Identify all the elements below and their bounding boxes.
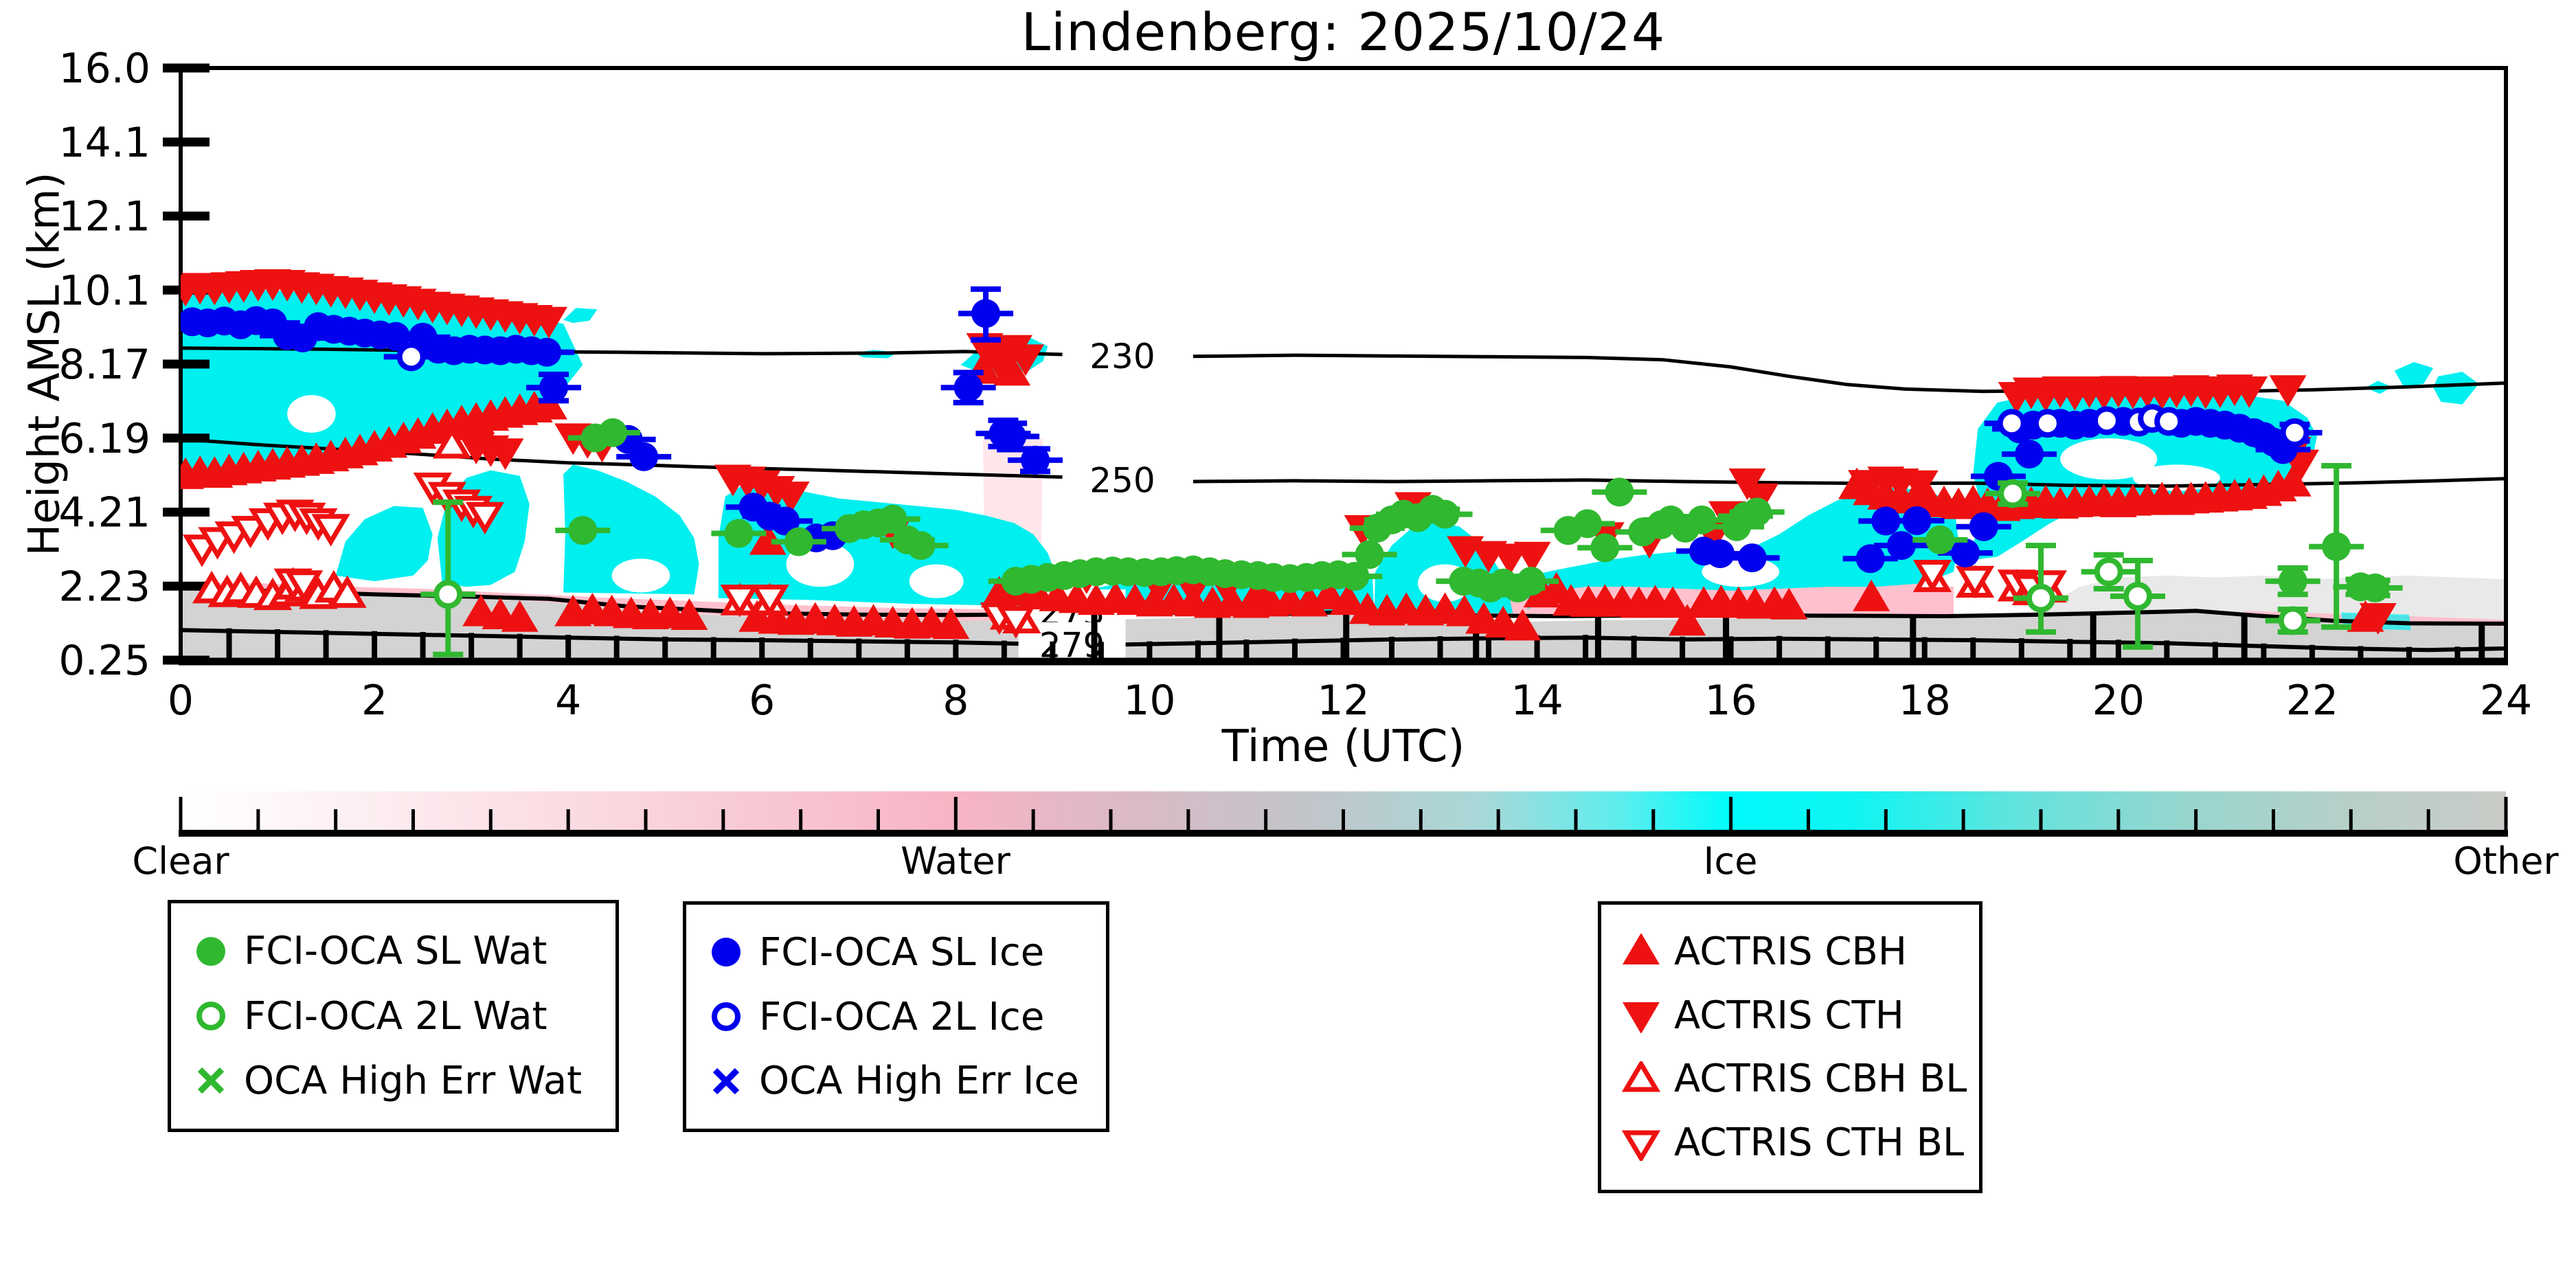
x-tick-label: 20 <box>2092 677 2145 725</box>
legend-item: OCA High Err Wat <box>192 1059 615 1103</box>
legend-label: ACTRIS CBH BL <box>1674 1057 1967 1102</box>
legend-label: OCA High Err Ice <box>759 1059 1079 1104</box>
mask-clear-hole <box>909 564 964 598</box>
legend-item: OCA High Err Ice <box>707 1059 1106 1103</box>
legend-label: ACTRIS CTH BL <box>1674 1120 1965 1166</box>
series-tl_wat <box>420 479 2320 657</box>
series-sl_wat <box>555 418 2403 630</box>
legend-item: ACTRIS CBH BL <box>1622 1057 1979 1101</box>
contour-label-250: 250 <box>1089 460 1155 500</box>
mask-ice-band-14-18 <box>1527 487 1959 610</box>
x-tick-label: 18 <box>1899 677 1951 725</box>
x-tick-label: 24 <box>2480 677 2532 725</box>
mask-ice-patch-23a <box>2394 362 2434 388</box>
colorbar-label-other: Other <box>2453 839 2559 883</box>
legend-item: ACTRIS CBH <box>1622 929 1979 974</box>
colorbar-label-water: Water <box>901 839 1010 883</box>
circle-open-green-icon <box>196 1002 225 1030</box>
contour-label-bg <box>1068 332 1176 380</box>
x-tick-label: 8 <box>942 677 969 725</box>
triangle-up-filled-icon <box>1623 934 1660 965</box>
series-tl_ice <box>383 342 2323 447</box>
circle-filled-blue-icon <box>712 938 741 967</box>
colorbar <box>179 791 2508 837</box>
triangle-down-open-icon <box>1622 1130 1660 1161</box>
legend-water: FCI-OCA SL Wat FCI-OCA 2L Wat OCA High E… <box>168 900 619 1132</box>
triangle-up-open-icon <box>1622 1061 1660 1092</box>
contour-230 <box>1193 353 2506 394</box>
x-tick-label: 12 <box>1317 677 1369 725</box>
legend-label: FCI-OCA SL Wat <box>244 929 547 974</box>
legend-label: FCI-OCA 2L Ice <box>759 994 1045 1039</box>
legend-item: FCI-OCA 2L Ice <box>707 995 1106 1039</box>
contour-250 <box>181 437 1063 479</box>
y-tick-label: 8.17 <box>58 341 150 389</box>
circle-filled-green-icon <box>196 936 225 966</box>
legend-label: ACTRIS CBH <box>1674 929 1908 974</box>
x-tick-label: 16 <box>1704 677 1756 725</box>
axes: 16.014.112.110.18.176.194.212.230.250 2 4 6… <box>58 45 2532 725</box>
mask-ice-patch-23b <box>2433 372 2479 405</box>
y-tick-label: 4.21 <box>58 489 150 537</box>
mask-ice-mid-4-5 <box>563 464 699 595</box>
y-tick-label: 2.23 <box>58 563 150 611</box>
contour-label-230: 230 <box>1089 337 1155 376</box>
legend-item: FCI-OCA SL Ice <box>707 930 1106 975</box>
legend-label: FCI-OCA 2L Wat <box>244 993 547 1039</box>
y-tick-label: 6.19 <box>58 415 150 463</box>
x-tick-label: 10 <box>1123 677 1175 725</box>
legend-label: OCA High Err Wat <box>244 1058 583 1103</box>
x-tick-label: 0 <box>168 677 194 725</box>
x-tick-label: 14 <box>1511 677 1563 725</box>
x-tick-label: 4 <box>555 677 581 725</box>
y-tick-label: 10.1 <box>58 267 150 315</box>
legend-actris: ACTRIS CBH ACTRIS CTH ACTRIS CBH BL ACTR… <box>1598 901 1982 1193</box>
y-tick-label: 14.1 <box>58 119 150 167</box>
legend-ice: FCI-OCA SL Ice FCI-OCA 2L Ice OCA High E… <box>683 901 1109 1132</box>
chart-title: Lindenberg: 2025/10/24 <box>1021 1 1666 63</box>
legend-item: ACTRIS CTH BL <box>1622 1120 1979 1165</box>
ground-fence-posts <box>226 609 2485 660</box>
colorbar-label-clear: Clear <box>132 839 229 883</box>
y-tick-label: 12.1 <box>58 193 150 241</box>
legend-label: FCI-OCA SL Ice <box>759 929 1045 975</box>
series-sl_ice <box>181 286 2311 574</box>
contour-label-bg <box>1068 457 1176 504</box>
mask-clear-hole <box>2060 438 2158 480</box>
x-tick-label: 22 <box>2286 677 2338 725</box>
mask-ice-top-4 <box>563 308 598 324</box>
legend-item: FCI-OCA SL Wat <box>192 929 615 973</box>
legend-item: ACTRIS CTH <box>1622 993 1979 1038</box>
legend-item: FCI-OCA 2L Wat <box>192 994 615 1039</box>
mask-ice-low-left-2 <box>335 506 433 582</box>
mask-clear-hole <box>611 558 670 593</box>
circle-open-blue-icon <box>712 1002 741 1031</box>
colorbar-label-ice: Ice <box>1703 839 1758 883</box>
x-green-icon <box>197 1067 225 1094</box>
y-tick-label: 0.25 <box>58 637 150 685</box>
mask-clear-hole <box>287 395 336 433</box>
x-tick-label: 2 <box>361 677 387 725</box>
x-axis-label: Time (UTC) <box>1221 721 1465 772</box>
x-blue-icon <box>712 1067 740 1094</box>
triangle-down-filled-icon <box>1623 1002 1660 1034</box>
legend-label: ACTRIS CTH <box>1674 993 1904 1038</box>
y-tick-label: 16.0 <box>58 45 150 93</box>
x-tick-label: 6 <box>749 677 775 725</box>
